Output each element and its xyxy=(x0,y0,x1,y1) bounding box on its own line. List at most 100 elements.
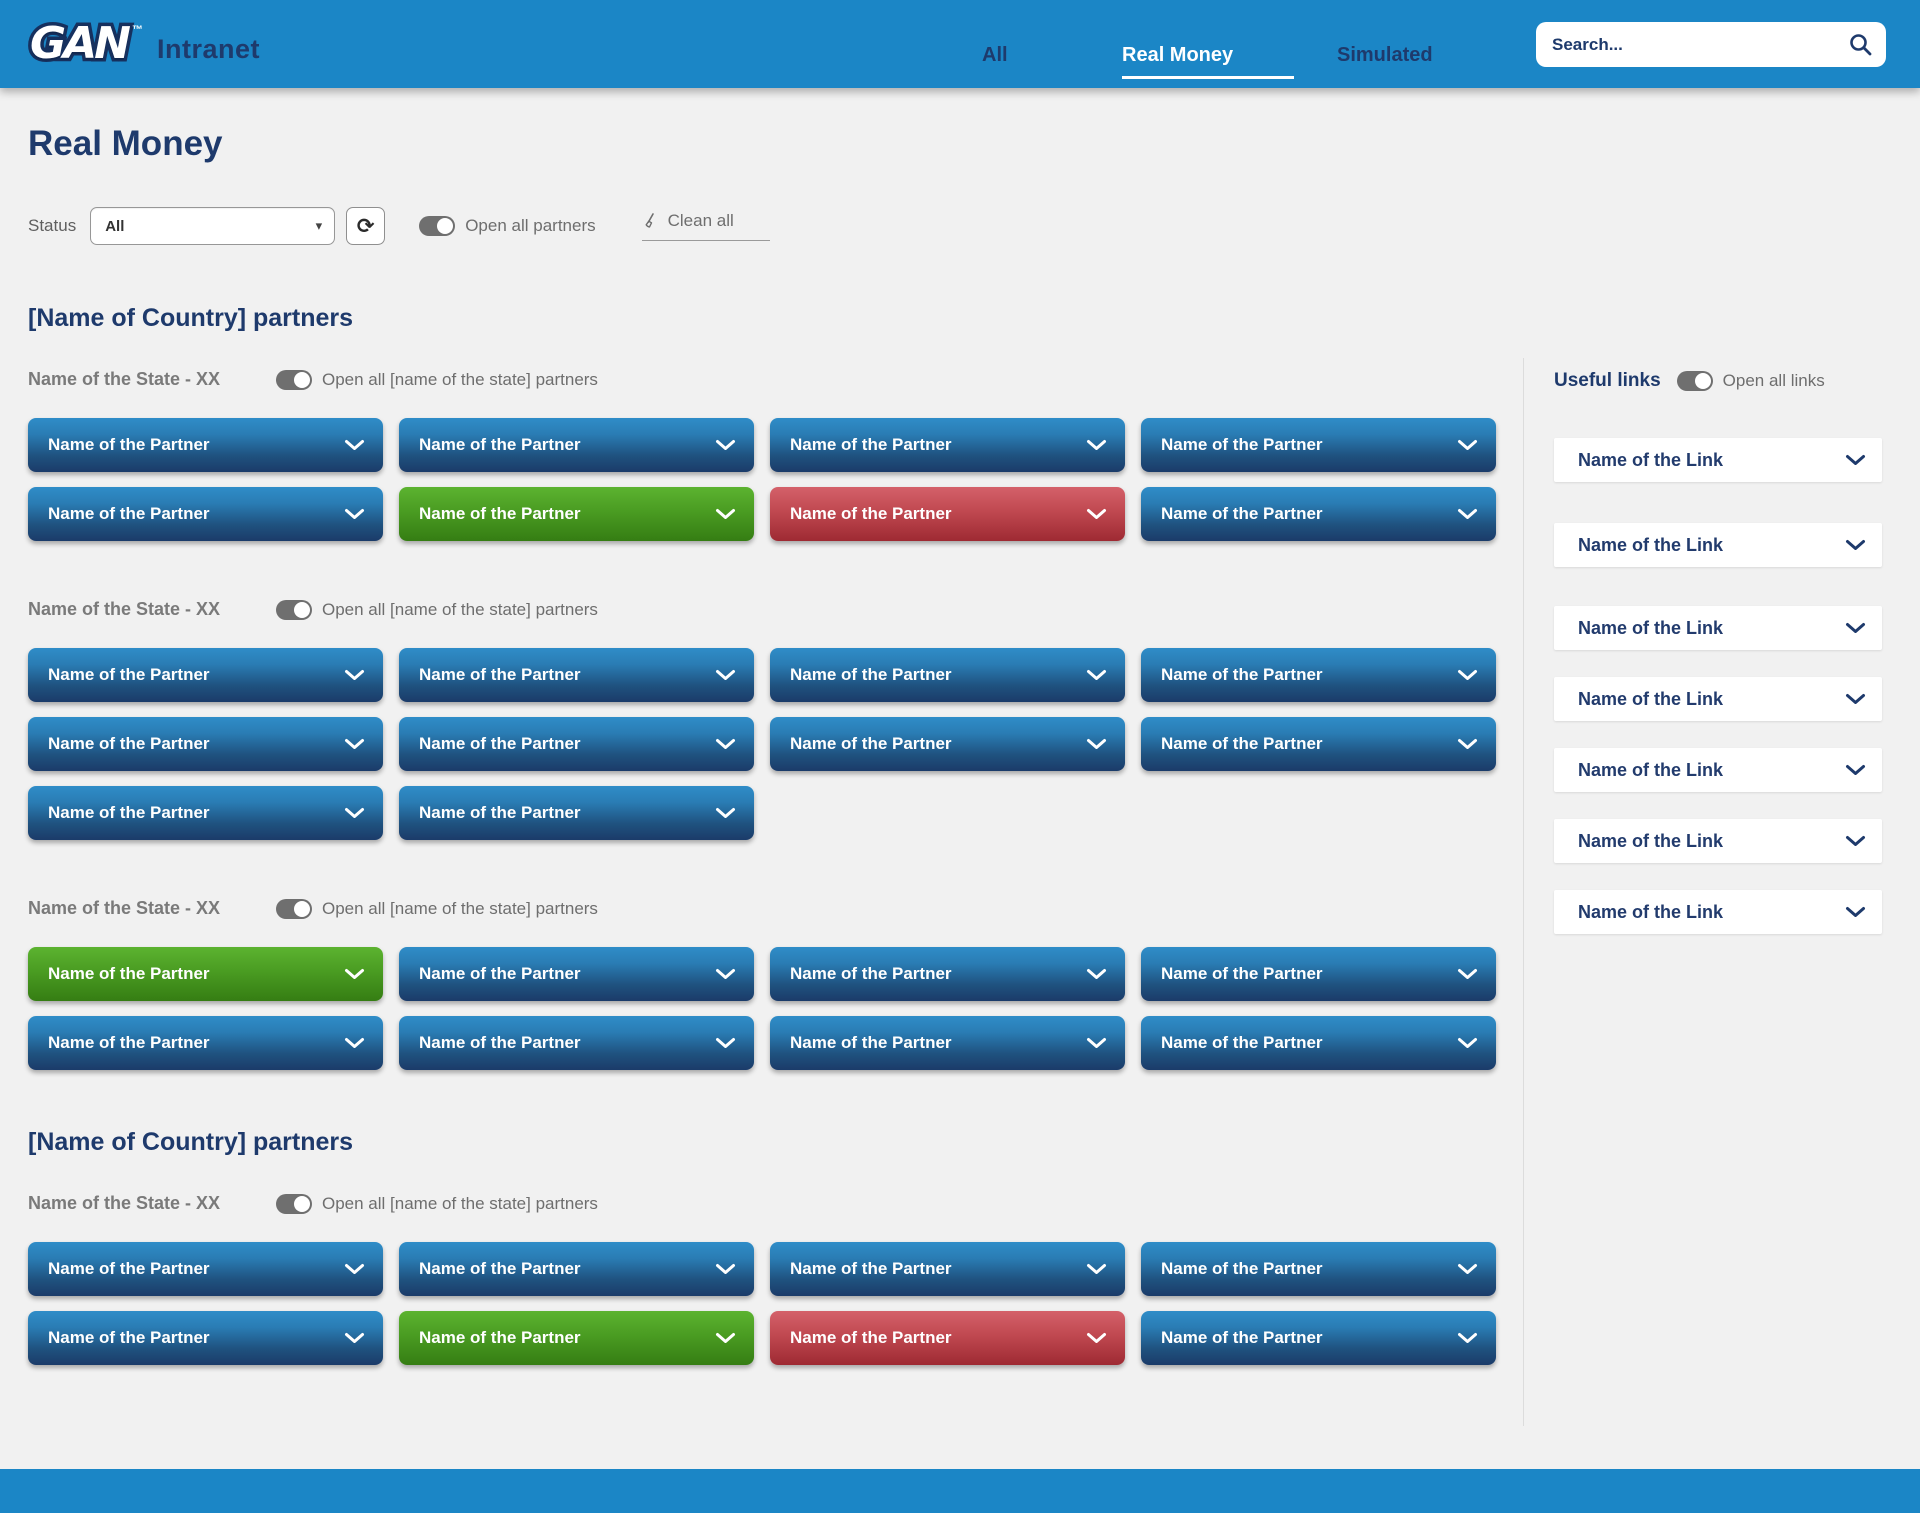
partner-name: Name of the Partner xyxy=(419,665,581,684)
link-card[interactable]: Name of the Link xyxy=(1554,523,1882,567)
link-card[interactable]: Name of the Link xyxy=(1554,819,1882,863)
chevron-down-icon xyxy=(715,1332,736,1344)
partner-name: Name of the Partner xyxy=(1161,734,1323,753)
status-select[interactable]: All ▾ xyxy=(90,207,336,245)
state-name: Name of the State - XX xyxy=(28,369,221,389)
state-toggle-label: Open all [name of the state] partners xyxy=(322,369,598,389)
partners-content: [Name of Country] partners Name of the St… xyxy=(0,246,1523,1365)
partner-button[interactable]: Name of the Partner xyxy=(770,947,1125,1001)
partner-name: Name of the Partner xyxy=(48,803,210,822)
footer-bar xyxy=(0,1469,1920,1513)
partner-name: Name of the Partner xyxy=(48,1259,210,1278)
partner-button[interactable]: Name of the Partner xyxy=(770,418,1125,472)
search-input[interactable] xyxy=(1536,34,1848,55)
partner-button[interactable]: Name of the Partner xyxy=(770,1016,1125,1070)
tab-all[interactable]: All xyxy=(982,44,1008,66)
partner-name: Name of the Partner xyxy=(790,504,952,523)
partner-button[interactable]: Name of the Partner xyxy=(1141,717,1496,771)
partner-button[interactable]: Name of the Partner xyxy=(770,717,1125,771)
chevron-down-icon xyxy=(344,807,365,819)
partner-button[interactable]: Name of the Partner xyxy=(770,1242,1125,1296)
chevron-down-icon xyxy=(715,1263,736,1275)
links-list: Name of the Link Name of the Link Name of … xyxy=(1554,438,1920,934)
chevron-down-icon xyxy=(1845,693,1866,705)
partner-button[interactable]: Name of the Partner xyxy=(399,648,754,702)
link-name: Name of the Link xyxy=(1578,759,1724,780)
partner-button[interactable]: Name of the Partner xyxy=(28,717,383,771)
partner-name: Name of the Partner xyxy=(48,504,210,523)
partner-button[interactable]: Name of the Partner xyxy=(1141,1311,1496,1365)
link-name: Name of the Link xyxy=(1578,688,1724,709)
clean-all-button[interactable]: Clean all xyxy=(641,211,770,241)
state-open-all-toggle[interactable] xyxy=(276,898,312,919)
link-card[interactable]: Name of the Link xyxy=(1554,677,1882,721)
chevron-down-icon xyxy=(344,1263,365,1275)
partner-button[interactable]: Name of the Partner xyxy=(28,1311,383,1365)
state-header: Name of the State - XX Open all [name of … xyxy=(28,599,1523,620)
partner-name: Name of the Partner xyxy=(48,1033,210,1052)
partner-button[interactable]: Name of the Partner xyxy=(399,418,754,472)
partner-button[interactable]: Name of the Partner xyxy=(28,648,383,702)
filter-bar: Status All ▾ ⟳ Open all partners Clean a… xyxy=(28,206,1920,246)
state-open-all-toggle[interactable] xyxy=(276,1193,312,1214)
state-open-all-toggle[interactable] xyxy=(276,599,312,620)
search-icon[interactable] xyxy=(1848,32,1874,58)
chevron-down-icon xyxy=(344,738,365,750)
chevron-down-icon xyxy=(1457,669,1478,681)
chevron-down-icon xyxy=(1457,968,1478,980)
partner-button[interactable]: Name of the Partner xyxy=(399,487,754,541)
useful-links-sidebar: Useful links Open all links Name of the … xyxy=(1523,358,1920,1426)
open-all-links-label: Open all links xyxy=(1722,371,1825,390)
partner-button[interactable]: Name of the Partner xyxy=(1141,947,1496,1001)
partner-button[interactable]: Name of the Partner xyxy=(28,947,383,1001)
partner-name: Name of the Partner xyxy=(1161,665,1323,684)
partner-name: Name of the Partner xyxy=(419,1328,581,1347)
chevron-down-icon xyxy=(1845,454,1866,466)
partner-button[interactable]: Name of the Partner xyxy=(28,418,383,472)
partner-button[interactable]: Name of the Partner xyxy=(1141,1016,1496,1070)
open-all-links-toggle[interactable] xyxy=(1676,371,1713,391)
partner-button[interactable]: Name of the Partner xyxy=(770,1311,1125,1365)
partner-button[interactable]: Name of the Partner xyxy=(28,786,383,840)
link-card[interactable]: Name of the Link xyxy=(1554,606,1882,650)
chevron-down-icon xyxy=(344,968,365,980)
partner-button[interactable]: Name of the Partner xyxy=(28,487,383,541)
partner-button[interactable]: Name of the Partner xyxy=(399,786,754,840)
partner-button[interactable]: Name of the Partner xyxy=(1141,1242,1496,1296)
partner-name: Name of the Partner xyxy=(48,964,210,983)
partner-button[interactable]: Name of the Partner xyxy=(399,947,754,1001)
partner-button[interactable]: Name of the Partner xyxy=(1141,648,1496,702)
tab-real-money[interactable]: Real Money xyxy=(1122,44,1294,79)
link-card[interactable]: Name of the Link xyxy=(1554,748,1882,792)
partner-name: Name of the Partner xyxy=(790,1033,952,1052)
state-toggle-label: Open all [name of the state] partners xyxy=(322,599,598,619)
partner-button[interactable]: Name of the Partner xyxy=(399,717,754,771)
state-name: Name of the State - XX xyxy=(28,898,221,918)
partner-name: Name of the Partner xyxy=(1161,1328,1323,1347)
refresh-button[interactable]: ⟳ xyxy=(346,207,386,245)
chevron-down-icon xyxy=(1086,439,1107,451)
open-all-partners-toggle[interactable] xyxy=(419,216,456,236)
partner-button[interactable]: Name of the Partner xyxy=(28,1242,383,1296)
link-name: Name of the Link xyxy=(1578,901,1724,922)
state-open-all-toggle[interactable] xyxy=(276,369,312,390)
partner-button[interactable]: Name of the Partner xyxy=(770,648,1125,702)
toggle-knob xyxy=(294,601,310,618)
chevron-down-icon xyxy=(1086,1332,1107,1344)
partner-button[interactable]: Name of the Partner xyxy=(399,1016,754,1070)
partner-button[interactable]: Name of the Partner xyxy=(28,1016,383,1070)
link-card[interactable]: Name of the Link xyxy=(1554,890,1882,934)
partner-name: Name of the Partner xyxy=(1161,1259,1323,1278)
partner-button[interactable]: Name of the Partner xyxy=(1141,418,1496,472)
chevron-down-icon xyxy=(715,968,736,980)
partner-grid: Name of the Partner Name of the Partner Na… xyxy=(28,648,1523,840)
chevron-down-icon xyxy=(1457,1037,1478,1049)
partner-button[interactable]: Name of the Partner xyxy=(1141,487,1496,541)
chevron-down-icon xyxy=(1086,1037,1107,1049)
chevron-down-icon xyxy=(1086,508,1107,520)
partner-button[interactable]: Name of the Partner xyxy=(399,1242,754,1296)
partner-button[interactable]: Name of the Partner xyxy=(399,1311,754,1365)
partner-button[interactable]: Name of the Partner xyxy=(770,487,1125,541)
tab-simulated[interactable]: Simulated xyxy=(1337,44,1433,66)
link-card[interactable]: Name of the Link xyxy=(1554,438,1882,482)
